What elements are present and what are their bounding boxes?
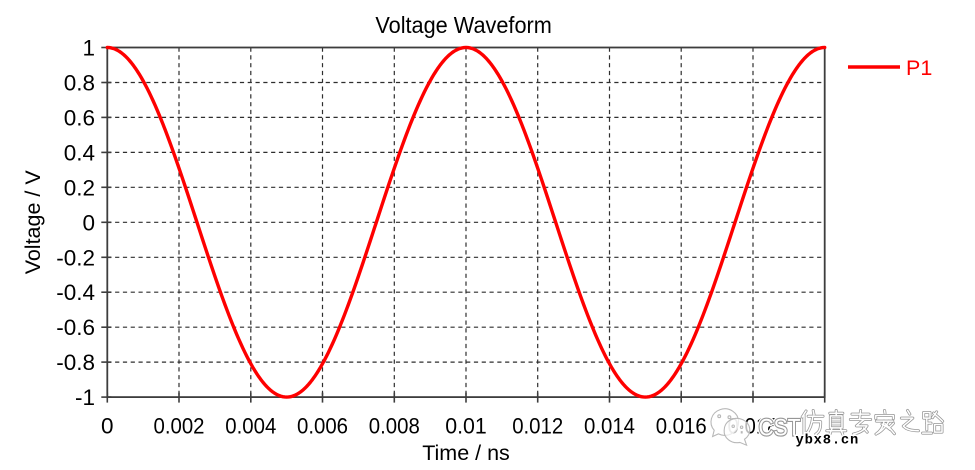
svg-text:-0.4: -0.4 [56, 280, 95, 305]
svg-text:Time / ns: Time / ns [422, 441, 510, 465]
svg-text:0.014: 0.014 [584, 413, 635, 438]
svg-text:Voltage / V: Voltage / V [21, 170, 45, 275]
svg-text:0.6: 0.6 [64, 105, 95, 130]
svg-text:0.002: 0.002 [154, 413, 205, 438]
svg-text:CST: CST [759, 415, 801, 442]
svg-text:0.012: 0.012 [512, 413, 563, 438]
svg-text:ybx8.cn: ybx8.cn [796, 433, 860, 449]
svg-text:0: 0 [82, 210, 95, 235]
svg-text:0.016: 0.016 [656, 413, 707, 438]
svg-text:P1: P1 [906, 56, 932, 80]
svg-text:-0.2: -0.2 [56, 245, 95, 270]
svg-text:0.2: 0.2 [64, 175, 95, 200]
svg-text:CST: CST [759, 415, 801, 442]
svg-text:-0.6: -0.6 [56, 315, 95, 340]
svg-text:CST: CST [759, 415, 801, 442]
svg-text:0.01: 0.01 [445, 413, 487, 438]
svg-text:0: 0 [101, 413, 114, 438]
svg-text:0.8: 0.8 [64, 71, 95, 96]
svg-text:ybx8.cn: ybx8.cn [796, 433, 860, 449]
svg-text:0.008: 0.008 [369, 413, 420, 438]
svg-text:-1: -1 [75, 385, 95, 410]
svg-text:Voltage Waveform: Voltage Waveform [375, 12, 552, 38]
svg-text:1: 1 [82, 36, 95, 61]
svg-text:0.004: 0.004 [225, 413, 276, 438]
svg-text:0.006: 0.006 [297, 413, 348, 438]
svg-text:0.4: 0.4 [64, 140, 95, 165]
svg-text:-0.8: -0.8 [56, 350, 95, 375]
